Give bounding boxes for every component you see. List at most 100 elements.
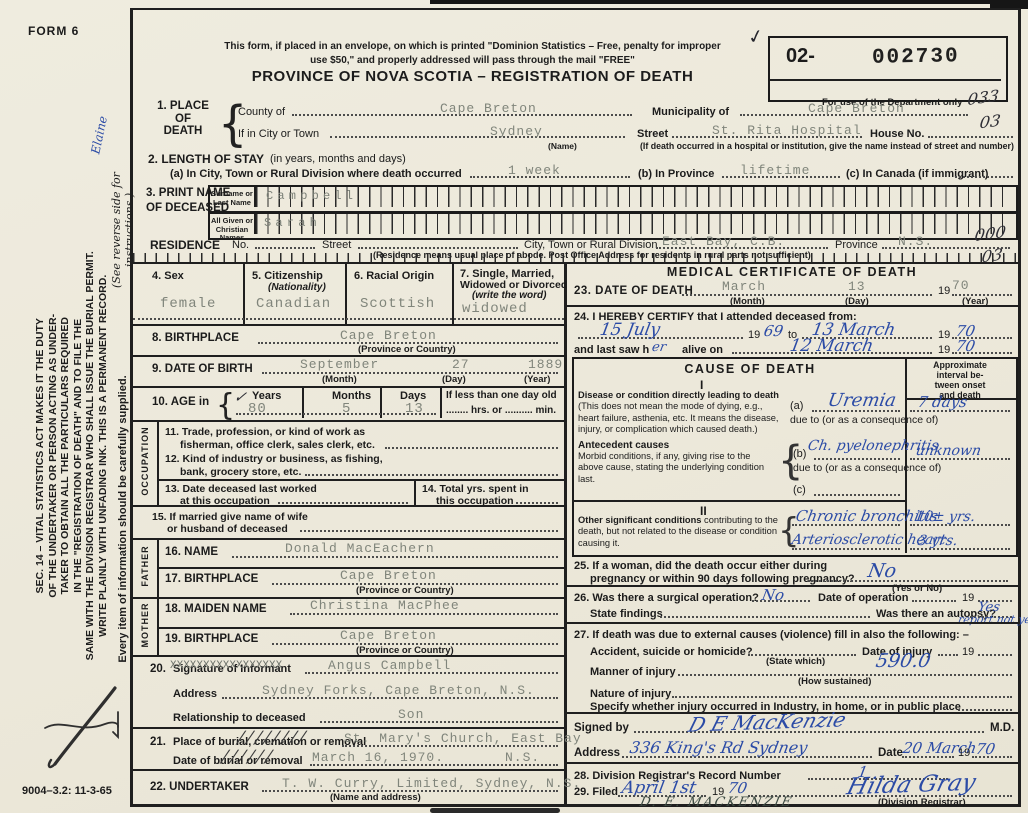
cause-b-int-leader — [910, 458, 1010, 460]
serial-checkmark: ✓ — [745, 25, 766, 50]
serial-box — [768, 36, 1008, 102]
cause-part1-roman: I — [700, 378, 704, 392]
given-letter-grid — [256, 214, 1012, 234]
cause-due1: due to (or as a consequence of) — [790, 414, 939, 426]
signed-by-leader — [634, 731, 984, 733]
scan-artifact — [430, 808, 560, 813]
certify-from-year: 69 — [762, 322, 785, 340]
s26-autopsy-label: Was there an autopsy? — [876, 608, 997, 620]
interval-header: Approximate interval be- tween onset and… — [933, 360, 987, 401]
residence-city-leader — [656, 247, 828, 249]
s26-findings-label: State findings — [590, 608, 663, 620]
lastsaw-value: 12 March — [788, 336, 875, 356]
s25-hint: (Yes or No) — [892, 583, 943, 594]
certify-to-leader — [802, 337, 932, 339]
residence-no-label: No. — [232, 239, 250, 251]
s27-specify-label: Specify whether injury occurred in Indus… — [590, 701, 961, 713]
mother-bp-hint: (Province or Country) — [356, 645, 454, 656]
occ-13-leader — [278, 502, 408, 504]
pencil-mark — [44, 686, 119, 769]
cell-divider-1 — [243, 264, 245, 324]
mackenzie-note: D. E. MACKENZIE — [638, 795, 795, 810]
cause-l1-leader — [792, 524, 900, 526]
cause-a-int-leader — [910, 410, 1010, 412]
row10-bottom — [130, 420, 566, 422]
father-name-value: Donald MacEachern — [285, 541, 435, 556]
occ-11b: fisherman, office clerk, sales clerk, et… — [180, 439, 375, 451]
burial-date-value: March 16, 1970. — [312, 750, 445, 765]
city-name-hint: (Name) — [548, 141, 577, 151]
s27-bottom — [566, 712, 1018, 714]
dob-month-hint: (Month) — [322, 374, 357, 385]
stay-canada-label: (c) In Canada (if immigrant) — [846, 168, 989, 180]
dod-day-hint: (Day) — [845, 296, 869, 307]
cause-c-leader — [814, 494, 900, 496]
s27-code-value: 590.0 — [874, 650, 933, 672]
form-border-bottom — [130, 804, 1021, 807]
undertaker-leader — [262, 790, 558, 792]
residence-province-value: N.S. — [898, 234, 934, 249]
municipality-label: Municipality of — [652, 106, 729, 118]
s26-opdate-year-leader — [978, 600, 1012, 602]
s23-bottom — [566, 305, 1018, 307]
form-number: FORM 6 — [28, 24, 80, 38]
surname-label-divider — [254, 187, 256, 207]
dob-leader — [262, 372, 558, 374]
residence-street-leader — [358, 247, 518, 249]
s27-manner-label: Manner of injury — [590, 666, 676, 678]
county-value: Cape Breton — [440, 101, 537, 116]
informant-rel-label: Relationship to deceased — [173, 712, 306, 724]
s20-bottom — [130, 727, 566, 729]
street-hint: (If death occurred in a hospital or inst… — [640, 141, 1014, 151]
cause-l2-int-leader — [910, 548, 1010, 550]
form-border-top — [130, 8, 1021, 10]
mail-note: This form, if placed in an envelope, on … — [224, 41, 721, 66]
burial-place-leader — [342, 745, 558, 747]
s15-bottom — [130, 538, 566, 540]
dob-year-hint: (Year) — [524, 374, 551, 385]
cause-a-label: (a) — [790, 400, 804, 412]
antecedent-rest: Morbid conditions, if any, giving rise t… — [578, 451, 765, 484]
cause-of-death-box — [572, 357, 1018, 557]
county-label: County of — [238, 106, 286, 118]
dod-year-pre: 19 — [938, 285, 951, 297]
age-days-label: Days — [400, 390, 427, 402]
father-bp-leader — [272, 583, 558, 585]
house-no-label: House No. — [870, 128, 925, 140]
undertaker-hint: (Name and address) — [330, 792, 421, 803]
stay-city-value: 1 week — [508, 163, 561, 178]
lastsaw-leader — [732, 352, 932, 354]
s27-nature-label: Nature of injury — [590, 688, 672, 700]
s27-intro: 27. If death was due to external causes … — [574, 629, 969, 641]
s25-bottom — [566, 585, 1018, 587]
s26-op-value: No — [760, 586, 786, 604]
age-leader — [236, 413, 436, 415]
mother-name-leader — [290, 613, 558, 615]
burial-place-label: Place of burial, cremation or removal — [173, 736, 367, 748]
cause-b-interval: unknown — [914, 443, 983, 459]
cause-part2-desc: Other significant conditions contributin… — [578, 515, 784, 549]
doctor-addr-leader — [622, 756, 872, 758]
s28-label: 28. Division Registrar's Record Number — [574, 770, 781, 782]
s27-acc-label: Accident, suicide or homicide? — [590, 646, 753, 658]
cause-due2: due to (or as a consequence of) — [793, 462, 942, 474]
date-of-death-label: 23. DATE OF DEATH — [574, 285, 694, 297]
street-label: Street — [637, 128, 669, 140]
mother-label-divider — [157, 597, 159, 655]
citizenship-label: 5. Citizenship — [252, 270, 323, 282]
row47-bottom — [130, 324, 566, 326]
cause-part2-line — [572, 500, 906, 502]
row8-bottom — [130, 355, 566, 357]
house-no-leader — [928, 136, 1013, 138]
s26-autopsy-leader — [970, 616, 1012, 618]
undertaker-label: 22. UNDERTAKER — [150, 781, 249, 793]
cell-divider-3 — [452, 264, 454, 324]
age-less-label: If less than one day old — [446, 390, 557, 401]
birthplace-hint: (Province or Country) — [358, 344, 456, 355]
dod-month: March — [722, 279, 767, 294]
stay-province-label: (b) In Province — [638, 168, 715, 180]
s15-line2: or husband of deceased — [167, 523, 288, 535]
undertaker-value: T. W. Curry, Limited, Sydney, N.S. — [282, 776, 582, 791]
s27-injdate-pre: 19 — [962, 646, 975, 658]
